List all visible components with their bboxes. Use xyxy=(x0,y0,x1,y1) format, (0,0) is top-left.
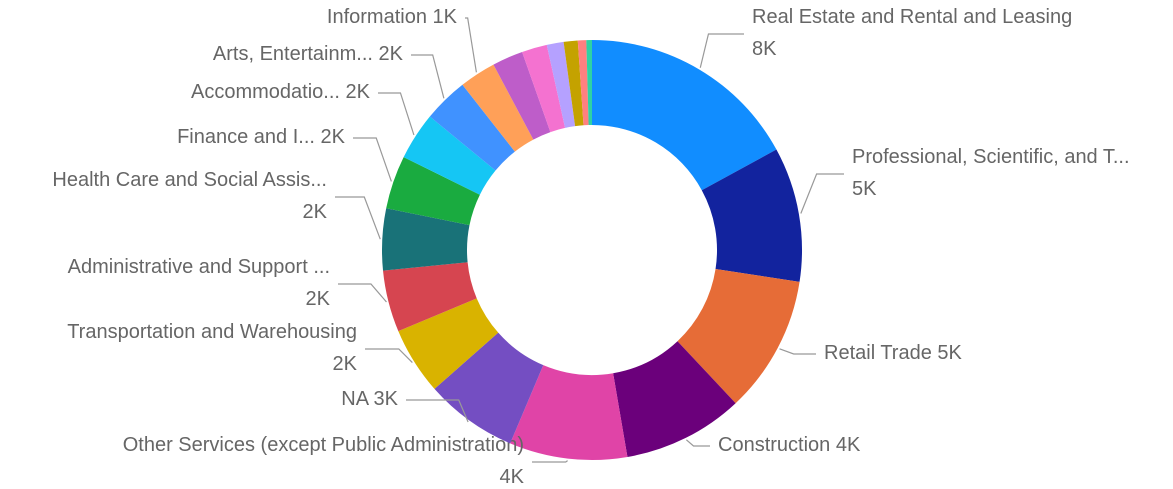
donut-slice xyxy=(592,40,777,191)
leader-line xyxy=(800,173,844,214)
data-label: Other Services (except Public Administra… xyxy=(123,434,525,488)
value-label: 4K xyxy=(500,466,525,488)
data-label: Construction 4K xyxy=(718,434,861,456)
data-label: Information 1K xyxy=(327,6,458,28)
donut-slice xyxy=(510,365,628,460)
category-name: Administrative and Support ... xyxy=(68,256,330,278)
value-label: 5K xyxy=(937,342,962,364)
data-label: Professional, Scientific, and T... 5K xyxy=(852,146,1130,200)
data-label: NA 3K xyxy=(341,388,398,410)
value-label: 1K xyxy=(433,6,458,28)
leader-line xyxy=(779,348,816,355)
value-label: 4K xyxy=(836,434,861,456)
donut-slice xyxy=(429,84,515,171)
category-name: NA xyxy=(341,388,369,410)
data-label: Real Estate and Rental and Leasing 8K xyxy=(752,6,1072,60)
leader-line xyxy=(338,283,387,303)
donut-slice xyxy=(493,51,551,140)
donut-slice xyxy=(613,341,736,457)
category-name: Professional, Scientific, and T... xyxy=(852,146,1130,168)
category-name: Arts, Entertainm... xyxy=(213,43,373,65)
data-label: Health Care and Social Assis... 2K xyxy=(52,169,327,223)
category-name: Other Services (except Public Administra… xyxy=(123,434,524,456)
donut-slice xyxy=(701,149,803,282)
leader-line xyxy=(406,399,469,423)
leader-line xyxy=(685,439,710,447)
value-label: 2K xyxy=(303,201,328,223)
donut-slice xyxy=(563,40,584,127)
data-label: Administrative and Support ... 2K xyxy=(68,256,331,310)
donut-slice xyxy=(462,64,534,152)
category-name: Transportation and Warehousing xyxy=(67,321,357,343)
category-name: Construction xyxy=(718,434,830,456)
donut-slice xyxy=(386,157,480,226)
donut-slice xyxy=(577,40,589,126)
value-label: 2K xyxy=(333,353,358,375)
leader-line xyxy=(532,460,568,463)
leader-line xyxy=(335,196,381,240)
donut-slice xyxy=(382,208,470,271)
value-label: 5K xyxy=(852,178,877,200)
category-name: Retail Trade xyxy=(824,342,932,364)
leader-line xyxy=(378,92,415,136)
donut-slice xyxy=(383,262,477,332)
data-label: Arts, Entertainm... 2K xyxy=(213,43,404,65)
category-name: Health Care and Social Assis... xyxy=(52,169,327,191)
category-name: Finance and I... xyxy=(177,126,315,148)
data-label: Finance and I... 2K xyxy=(177,126,346,148)
donut-slice xyxy=(546,41,576,128)
data-label: Transportation and Warehousing 2K xyxy=(67,321,357,375)
data-label: Accommodatio... 2K xyxy=(191,81,371,103)
value-label: 2K xyxy=(346,81,371,103)
value-label: 3K xyxy=(374,388,399,410)
donut-slice xyxy=(398,298,499,389)
donut-slice xyxy=(586,40,592,126)
category-name: Real Estate and Rental and Leasing xyxy=(752,6,1072,28)
data-label: Retail Trade 5K xyxy=(824,342,963,364)
leader-line xyxy=(411,54,445,99)
leader-line xyxy=(699,33,744,68)
value-label: 8K xyxy=(752,38,777,60)
category-name: Information xyxy=(327,6,427,28)
value-label: 2K xyxy=(306,288,331,310)
donut-slice xyxy=(434,332,544,444)
category-name: Accommodatio... xyxy=(191,81,340,103)
leader-line xyxy=(465,17,477,73)
donut-slice xyxy=(403,116,496,195)
value-label: 2K xyxy=(379,43,404,65)
donut-slice xyxy=(677,269,800,404)
value-label: 2K xyxy=(321,126,346,148)
donut-slice xyxy=(522,44,566,133)
leader-line xyxy=(365,348,413,363)
leader-line xyxy=(353,137,392,182)
